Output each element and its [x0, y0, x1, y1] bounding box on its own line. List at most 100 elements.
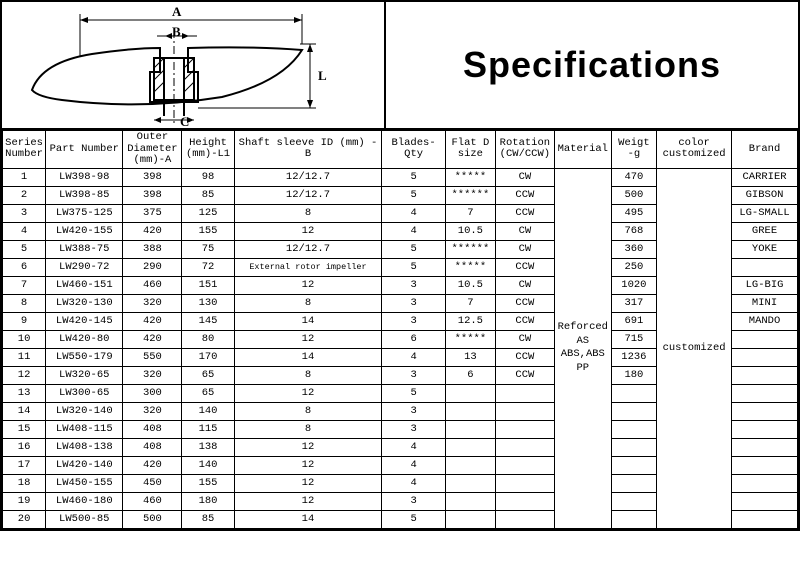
cell-weight [611, 456, 656, 474]
cell-rotation: CCW [495, 366, 554, 384]
cell-flatd: ***** [445, 168, 495, 186]
cell-series: 18 [3, 474, 46, 492]
cell-blades: 3 [382, 276, 446, 294]
cell-part: LW398-85 [46, 186, 123, 204]
cell-weight: 250 [611, 258, 656, 276]
cell-blades: 4 [382, 204, 446, 222]
cell-height: 75 [182, 240, 234, 258]
cell-rotation [495, 492, 554, 510]
cell-flatd [445, 384, 495, 402]
cell-brand [732, 402, 798, 420]
cell-brand: LG-BIG [732, 276, 798, 294]
cell-outer-dia: 420 [123, 330, 182, 348]
cell-shaft: 14 [234, 510, 382, 528]
cell-series: 19 [3, 492, 46, 510]
spec-table: Series Number Part Number Outer Diameter… [2, 130, 798, 529]
cell-blades: 4 [382, 456, 446, 474]
cell-brand: YOKE [732, 240, 798, 258]
col-height: Height (mm)-L1 [182, 131, 234, 169]
cell-series: 8 [3, 294, 46, 312]
cell-blades: 4 [382, 474, 446, 492]
cell-outer-dia: 460 [123, 492, 182, 510]
cell-series: 2 [3, 186, 46, 204]
cell-outer-dia: 408 [123, 438, 182, 456]
cell-part: LW500-85 [46, 510, 123, 528]
cell-part: LW300-65 [46, 384, 123, 402]
cell-brand [732, 348, 798, 366]
cell-outer-dia: 320 [123, 402, 182, 420]
col-color: color customized [657, 131, 732, 169]
cell-blades: 3 [382, 312, 446, 330]
cell-blades: 4 [382, 438, 446, 456]
cell-shaft: 12/12.7 [234, 168, 382, 186]
cell-blades: 3 [382, 366, 446, 384]
cell-series: 9 [3, 312, 46, 330]
cell-height: 65 [182, 384, 234, 402]
cell-part: LW398-98 [46, 168, 123, 186]
cell-blades: 5 [382, 168, 446, 186]
cell-rotation: CCW [495, 312, 554, 330]
cell-part: LW460-180 [46, 492, 123, 510]
cell-weight: 768 [611, 222, 656, 240]
cell-outer-dia: 460 [123, 276, 182, 294]
diagram-label-b: B [172, 24, 181, 40]
cell-weight: 360 [611, 240, 656, 258]
cell-weight: 1236 [611, 348, 656, 366]
cell-shaft: 14 [234, 312, 382, 330]
cell-weight [611, 510, 656, 528]
cell-outer-dia: 388 [123, 240, 182, 258]
cell-flatd: ****** [445, 240, 495, 258]
cell-part: LW388-75 [46, 240, 123, 258]
cell-blades: 5 [382, 186, 446, 204]
cell-height: 140 [182, 456, 234, 474]
cell-height: 115 [182, 420, 234, 438]
cell-weight [611, 402, 656, 420]
cell-brand: MANDO [732, 312, 798, 330]
cell-rotation: CW [495, 276, 554, 294]
cell-height: 145 [182, 312, 234, 330]
cell-flatd: ****** [445, 186, 495, 204]
cell-part: LW550-179 [46, 348, 123, 366]
col-material: Material [554, 131, 611, 169]
col-brand: Brand [732, 131, 798, 169]
cell-shaft: 12 [234, 384, 382, 402]
cell-rotation [495, 438, 554, 456]
cell-rotation: CW [495, 240, 554, 258]
cell-outer-dia: 420 [123, 312, 182, 330]
cell-height: 155 [182, 222, 234, 240]
cell-height: 85 [182, 186, 234, 204]
cell-flatd: ***** [445, 258, 495, 276]
cell-shaft: 8 [234, 366, 382, 384]
cell-flatd: 7 [445, 294, 495, 312]
cell-height: 155 [182, 474, 234, 492]
cell-brand: GREE [732, 222, 798, 240]
cell-weight [611, 474, 656, 492]
cell-rotation: CW [495, 168, 554, 186]
cell-height: 125 [182, 204, 234, 222]
cell-part: LW320-130 [46, 294, 123, 312]
cell-outer-dia: 398 [123, 168, 182, 186]
cell-series: 1 [3, 168, 46, 186]
cell-blades: 3 [382, 402, 446, 420]
cell-height: 140 [182, 402, 234, 420]
cell-flatd [445, 474, 495, 492]
cell-shaft: 8 [234, 294, 382, 312]
cell-outer-dia: 300 [123, 384, 182, 402]
diagram-label-l: L [318, 68, 327, 84]
cell-blades: 3 [382, 294, 446, 312]
col-series: Series Number [3, 131, 46, 169]
cell-outer-dia: 420 [123, 222, 182, 240]
cell-weight: 495 [611, 204, 656, 222]
cell-series: 5 [3, 240, 46, 258]
cell-weight: 470 [611, 168, 656, 186]
cell-part: LW450-155 [46, 474, 123, 492]
cell-part: LW320-140 [46, 402, 123, 420]
cell-blades: 3 [382, 492, 446, 510]
cell-outer-dia: 420 [123, 456, 182, 474]
cell-rotation [495, 402, 554, 420]
cell-material: Reforced AS ABS,ABS PP [554, 168, 611, 528]
cell-part: LW420-145 [46, 312, 123, 330]
spec-sheet: A B C L Specifications Series Number Par… [0, 0, 800, 531]
cell-rotation: CCW [495, 186, 554, 204]
cell-rotation: CCW [495, 294, 554, 312]
